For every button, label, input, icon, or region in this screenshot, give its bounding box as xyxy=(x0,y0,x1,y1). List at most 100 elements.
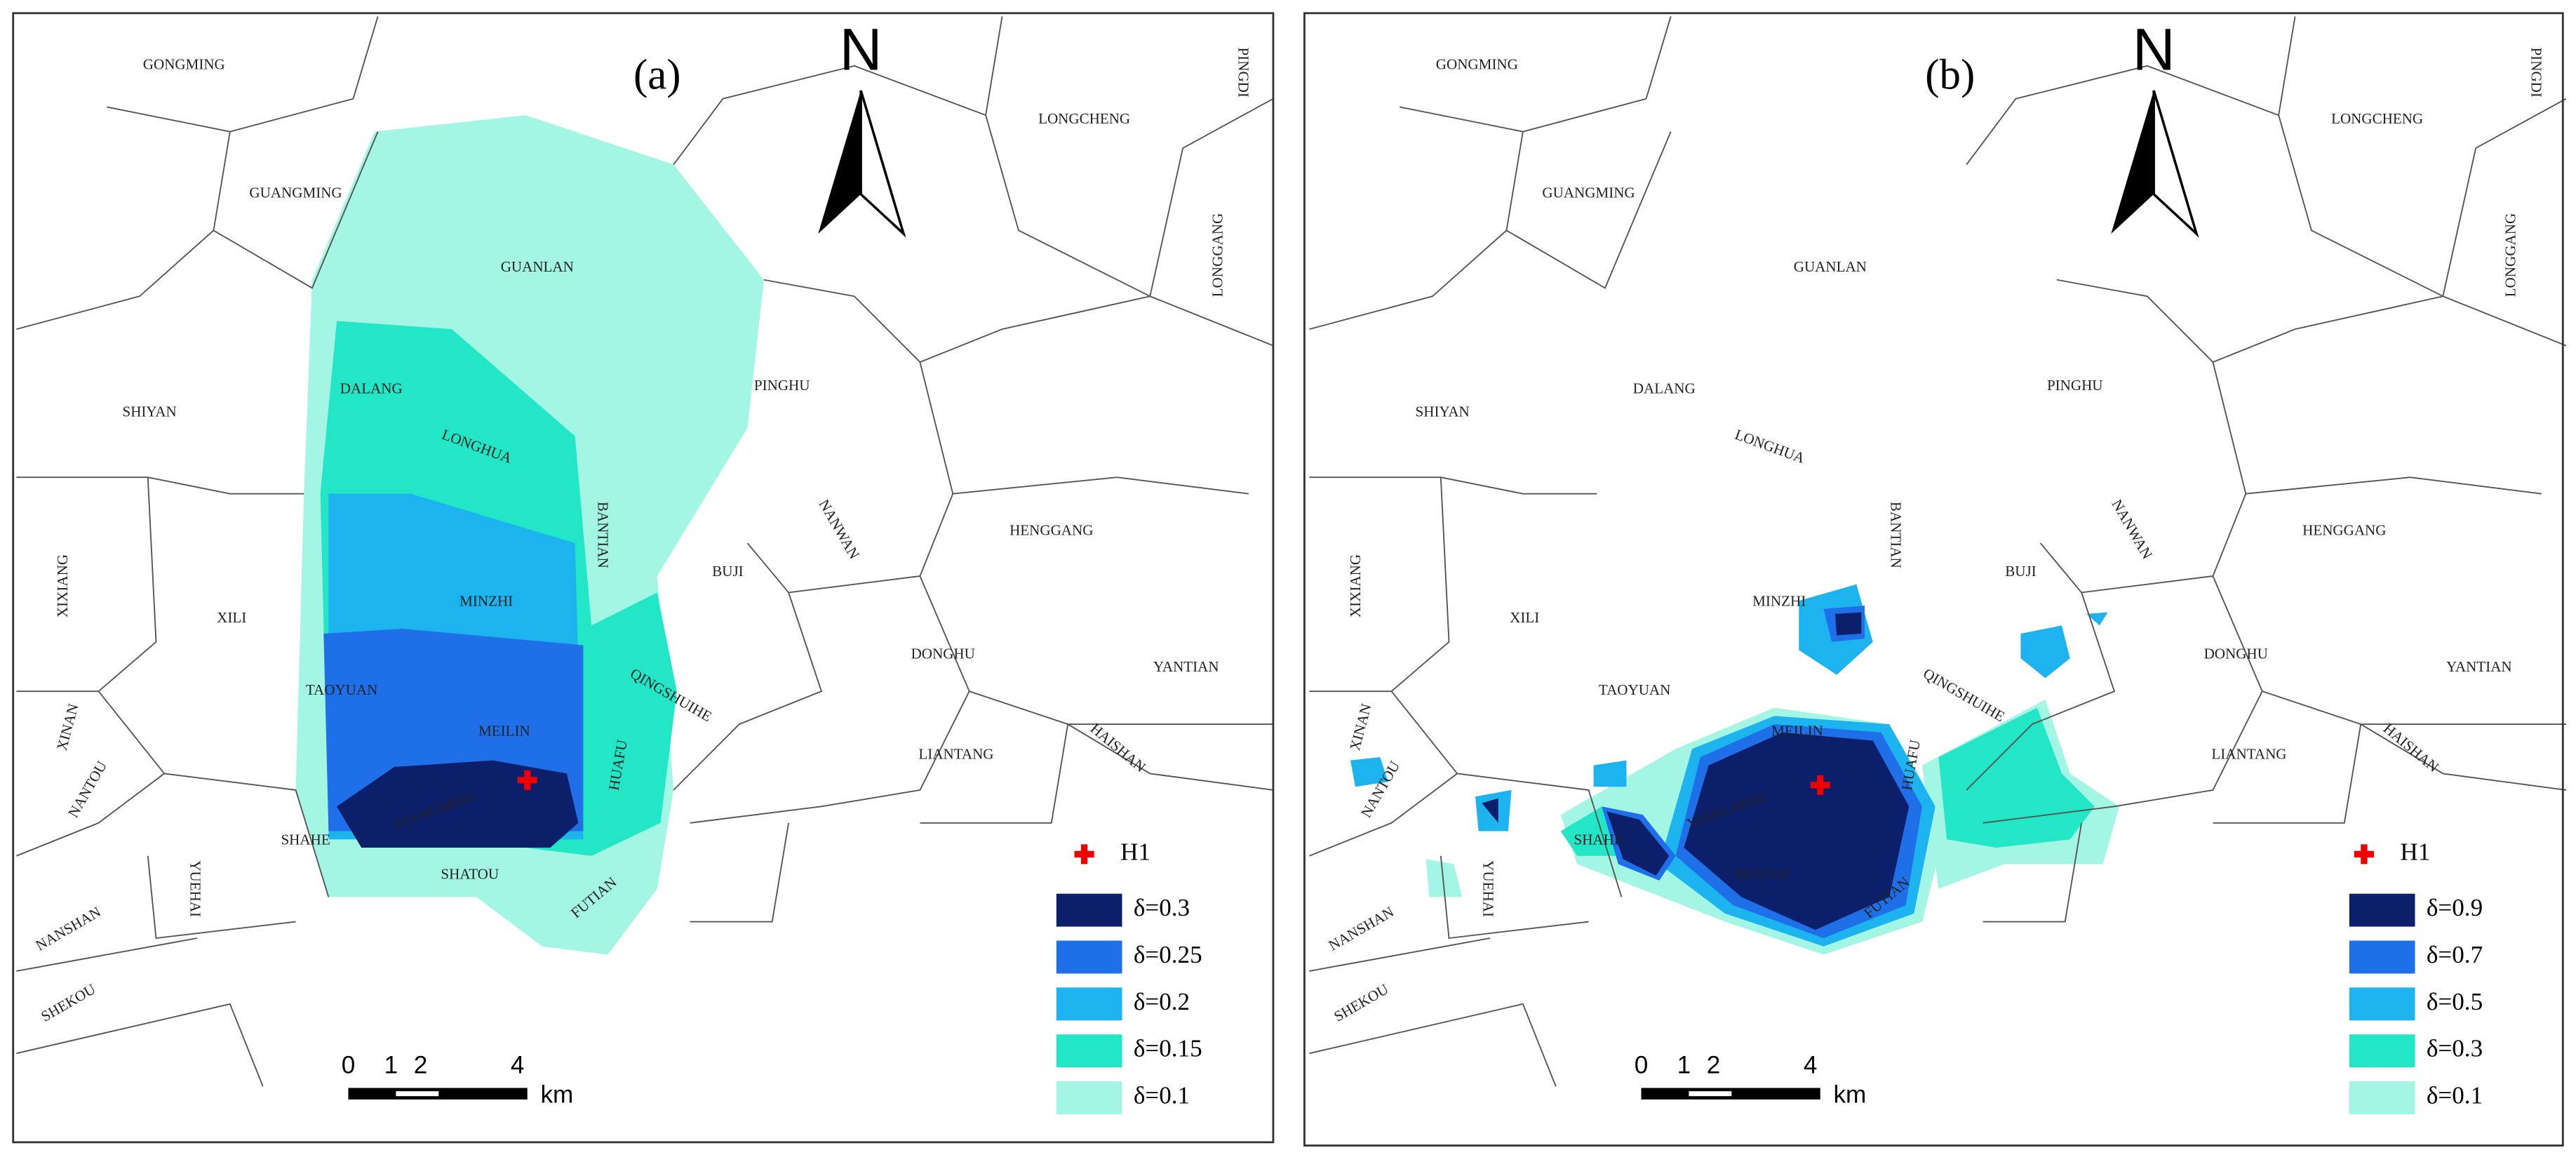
district-boundary xyxy=(1149,98,1274,297)
district-boundary xyxy=(1505,131,1672,289)
scale-label: 0 xyxy=(1635,1051,1649,1078)
district-label: LONGCHENG xyxy=(2331,110,2423,127)
district-boundary xyxy=(953,476,1249,495)
district-label: DALANG xyxy=(340,380,403,397)
district-label: TAOYUAN xyxy=(306,681,377,698)
district-label: GUANGMING xyxy=(1542,185,1635,201)
district-label: DONGHU xyxy=(911,645,975,662)
scale-label: 2 xyxy=(1707,1051,1721,1078)
legend-swatch xyxy=(2349,893,2415,927)
contour-region xyxy=(1938,707,2095,848)
district-label: BANTIAN xyxy=(1887,502,1904,568)
scale-label: 1 xyxy=(1677,1051,1691,1078)
district-label: PINGDI xyxy=(1235,47,1252,97)
north-label: N xyxy=(2133,17,2175,83)
district-boundary xyxy=(919,575,1273,726)
contour-region xyxy=(1684,732,1910,930)
panel-frame xyxy=(12,12,1275,1144)
legend-swatch xyxy=(2349,1081,2415,1114)
contour-region xyxy=(1606,811,1670,876)
district-label: XILI xyxy=(1510,609,1539,626)
scale-unit: km xyxy=(1834,1081,1867,1109)
district-boundary xyxy=(1983,690,2263,824)
district-boundary xyxy=(2442,98,2567,297)
legend-swatch xyxy=(1056,987,1122,1021)
district-label: XIXIANG xyxy=(1347,554,1364,617)
district-boundary xyxy=(1309,690,1458,857)
contour-region xyxy=(1834,612,1862,636)
legend-label: δ=0.7 xyxy=(2427,941,2483,968)
district-boundaries xyxy=(16,16,1274,1087)
panel-label: (a) xyxy=(633,52,681,99)
district-label: PINGHU xyxy=(754,377,810,394)
legend-swatch xyxy=(1056,893,1122,927)
district-boundary xyxy=(147,855,296,940)
legend-label: δ=0.5 xyxy=(2427,988,2483,1015)
district-label: XILI xyxy=(217,609,246,626)
contour-region xyxy=(1482,798,1498,823)
district-boundary xyxy=(2360,723,2567,791)
district-boundary xyxy=(1309,477,1450,693)
scale-bar xyxy=(396,1091,439,1097)
legend-label: H1 xyxy=(2400,838,2430,865)
district-label: PINGHU xyxy=(2047,377,2103,394)
legend-label: δ=0.3 xyxy=(2427,1035,2483,1062)
district-label: GUANLAN xyxy=(1794,258,1867,275)
district-label: DONGHU xyxy=(2204,645,2268,662)
district-boundary xyxy=(107,16,379,133)
legend-label: δ=0.2 xyxy=(1134,988,1190,1015)
legend-label: δ=0.25 xyxy=(1134,941,1202,968)
district-boundary xyxy=(1309,937,1491,972)
district-boundary xyxy=(16,476,304,495)
legend-swatch xyxy=(1056,940,1122,974)
district-label: YANTIAN xyxy=(2446,658,2512,675)
district-label: BUJI xyxy=(712,563,743,580)
contour-region xyxy=(1425,859,1463,897)
district-label: MINZHI xyxy=(459,592,513,609)
district-boundary xyxy=(690,690,970,824)
district-label: SHATOU xyxy=(441,866,499,883)
legend-label: δ=0.3 xyxy=(1134,894,1190,921)
district-boundary xyxy=(1966,592,2116,791)
district-boundary xyxy=(16,690,166,857)
legend-swatch xyxy=(2349,940,2415,974)
district-label: DALANG xyxy=(1633,380,1696,397)
scale-label: 0 xyxy=(342,1051,356,1078)
scale-label: 2 xyxy=(414,1051,428,1078)
district-boundary xyxy=(2278,114,2443,298)
district-label: BUJI xyxy=(2005,563,2036,580)
district-label: HENGGANG xyxy=(2302,521,2386,538)
district-label: BANTIAN xyxy=(594,502,611,568)
district-boundary xyxy=(673,16,1003,166)
district-boundary xyxy=(1983,822,2083,923)
district-label: YUEHAI xyxy=(1480,860,1497,917)
district-boundary xyxy=(985,114,1151,298)
district-label: SHATOU xyxy=(1733,866,1792,883)
district-label: TAOYUAN xyxy=(1599,681,1670,698)
legend-swatch xyxy=(2349,987,2415,1021)
legend-label: δ=0.1 xyxy=(2427,1082,2483,1109)
north-arrow-right xyxy=(859,90,906,238)
district-label: LONGCHENG xyxy=(1038,110,1130,127)
district-boundary xyxy=(1440,855,1589,940)
district-label: MEILIN xyxy=(478,723,530,740)
legend-swatch xyxy=(1056,1081,1122,1114)
legend-label: δ=0.9 xyxy=(2427,894,2483,921)
district-boundary xyxy=(2213,723,2362,824)
district-label: PINGDI xyxy=(2528,47,2545,97)
district-boundary xyxy=(16,1003,264,1087)
district-boundary xyxy=(1966,16,2296,166)
scale-bar xyxy=(1689,1091,1732,1097)
scale-label: 4 xyxy=(1804,1051,1818,1078)
district-label: LONGGANG xyxy=(1209,213,1226,298)
district-label: MINZHI xyxy=(1752,592,1806,609)
contour-region xyxy=(2020,625,2070,679)
district-boundary xyxy=(763,279,1274,363)
district-boundary xyxy=(213,131,379,289)
legend-marker xyxy=(2361,844,2368,864)
district-label: YUEHAI xyxy=(187,860,204,917)
district-boundary xyxy=(920,723,1069,824)
district-label: LIANTANG xyxy=(2211,745,2286,762)
district-boundary xyxy=(673,592,823,791)
